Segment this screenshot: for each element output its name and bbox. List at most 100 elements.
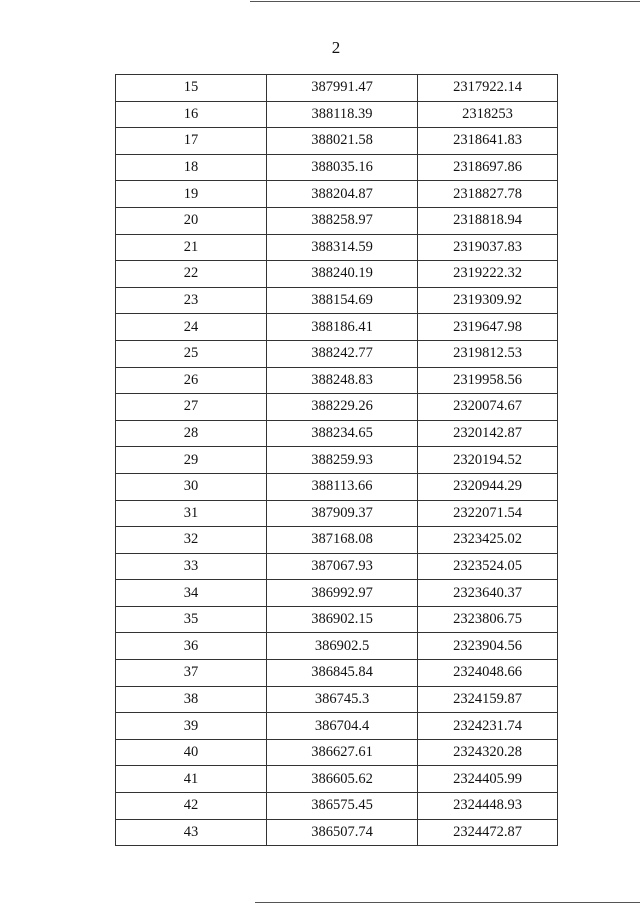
point-number-cell: 42 (115, 792, 267, 820)
table-row: 18 388035.16 2318697.86 (115, 153, 558, 182)
table-row: 36 386902.5 2323904.56 (115, 632, 558, 661)
point-number-cell: 37 (115, 659, 267, 687)
y-coordinate-cell: 2319958.56 (417, 366, 558, 395)
y-coordinate-cell: 2318827.78 (417, 180, 558, 208)
table-row: 39 386704.4 2324231.74 (115, 712, 558, 740)
x-coordinate-cell: 387067.93 (266, 552, 418, 581)
x-coordinate-cell: 388259.93 (266, 446, 418, 474)
x-coordinate-cell: 387168.08 (266, 526, 418, 554)
point-number-cell: 33 (115, 552, 267, 581)
x-coordinate-cell: 386992.97 (266, 579, 418, 607)
x-coordinate-cell: 388314.59 (266, 233, 418, 262)
y-coordinate-cell: 2318253 (417, 100, 558, 129)
table-row: 21 388314.59 2319037.83 (115, 233, 558, 262)
table-row: 41 386605.62 2324405.99 (115, 765, 558, 794)
table-row: 30 388113.66 2320944.29 (115, 472, 558, 501)
x-coordinate-cell: 388118.39 (266, 100, 418, 129)
table-row: 20 388258.97 2318818.94 (115, 206, 558, 235)
table-row: 31 387909.37 2322071.54 (115, 499, 558, 528)
page-number: 2 (331, 38, 341, 57)
y-coordinate-cell: 2323640.37 (417, 579, 558, 607)
x-coordinate-cell: 386745.3 (266, 685, 418, 714)
y-coordinate-cell: 2324448.93 (417, 792, 558, 820)
point-number-cell: 25 (115, 339, 267, 368)
point-number-cell: 28 (115, 419, 267, 448)
y-coordinate-cell: 2324231.74 (417, 712, 558, 740)
x-coordinate-cell: 388186.41 (266, 313, 418, 341)
point-number-cell: 19 (115, 180, 267, 208)
x-coordinate-cell: 388248.83 (266, 366, 418, 395)
x-coordinate-cell: 386627.61 (266, 738, 418, 767)
point-number-cell: 29 (115, 446, 267, 474)
x-coordinate-cell: 388204.87 (266, 180, 418, 208)
y-coordinate-cell: 2317922.14 (417, 74, 558, 102)
point-number-cell: 26 (115, 366, 267, 395)
y-coordinate-cell: 2318818.94 (417, 206, 558, 235)
y-coordinate-cell: 2324048.66 (417, 659, 558, 687)
table-row: 37 386845.84 2324048.66 (115, 659, 558, 687)
x-coordinate-cell: 388035.16 (266, 153, 418, 182)
y-coordinate-cell: 2320074.67 (417, 393, 558, 421)
y-coordinate-cell: 2324472.87 (417, 818, 558, 847)
table-row: 27 388229.26 2320074.67 (115, 393, 558, 421)
table-row: 40 386627.61 2324320.28 (115, 738, 558, 767)
table-row: 35 386902.15 2323806.75 (115, 605, 558, 634)
point-number-cell: 17 (115, 127, 267, 155)
x-coordinate-cell: 386902.15 (266, 605, 418, 634)
x-coordinate-cell: 386902.5 (266, 632, 418, 661)
point-number-cell: 38 (115, 685, 267, 714)
table-row: 33 387067.93 2323524.05 (115, 552, 558, 581)
y-coordinate-cell: 2324405.99 (417, 765, 558, 794)
table-row: 43 386507.74 2324472.87 (115, 818, 558, 847)
x-coordinate-cell: 386704.4 (266, 712, 418, 740)
y-coordinate-cell: 2318641.83 (417, 127, 558, 155)
table-row: 15 387991.47 2317922.14 (115, 74, 558, 102)
point-number-cell: 22 (115, 260, 267, 288)
table-row: 34 386992.97 2323640.37 (115, 579, 558, 607)
y-coordinate-cell: 2324159.87 (417, 685, 558, 714)
point-number-cell: 32 (115, 526, 267, 554)
point-number-cell: 24 (115, 313, 267, 341)
table-row: 28 388234.65 2320142.87 (115, 419, 558, 448)
x-coordinate-cell: 388240.19 (266, 260, 418, 288)
point-number-cell: 43 (115, 818, 267, 847)
table-row: 16 388118.39 2318253 (115, 100, 558, 129)
table-row: 42 386575.45 2324448.93 (115, 792, 558, 820)
point-number-cell: 18 (115, 153, 267, 182)
x-coordinate-cell: 386845.84 (266, 659, 418, 687)
point-number-cell: 31 (115, 499, 267, 528)
table-row: 19 388204.87 2318827.78 (115, 180, 558, 208)
point-number-cell: 20 (115, 206, 267, 235)
y-coordinate-cell: 2319037.83 (417, 233, 558, 262)
table-row: 22 388240.19 2319222.32 (115, 260, 558, 288)
x-coordinate-cell: 387909.37 (266, 499, 418, 528)
y-coordinate-cell: 2320142.87 (417, 419, 558, 448)
table-row: 17 388021.58 2318641.83 (115, 127, 558, 155)
x-coordinate-cell: 386507.74 (266, 818, 418, 847)
point-number-cell: 15 (115, 74, 267, 102)
coordinate-table: 15 387991.47 2317922.14 16 388118.39 2318253 1… (115, 74, 558, 847)
point-number-cell: 40 (115, 738, 267, 767)
y-coordinate-cell: 2319647.98 (417, 313, 558, 341)
y-coordinate-cell: 2323425.02 (417, 526, 558, 554)
y-coordinate-cell: 2319222.32 (417, 260, 558, 288)
table-row: 32 387168.08 2323425.02 (115, 526, 558, 554)
x-coordinate-cell: 388154.69 (266, 286, 418, 315)
y-coordinate-cell: 2323806.75 (417, 605, 558, 634)
x-coordinate-cell: 387991.47 (266, 74, 418, 102)
scan-edge-line-top (250, 1, 640, 2)
point-number-cell: 30 (115, 472, 267, 501)
table-body: 15 387991.47 2317922.14 16 388118.39 2318253 1… (115, 74, 558, 847)
point-number-cell: 27 (115, 393, 267, 421)
table-row: 26 388248.83 2319958.56 (115, 366, 558, 395)
point-number-cell: 41 (115, 765, 267, 794)
point-number-cell: 36 (115, 632, 267, 661)
point-number-cell: 35 (115, 605, 267, 634)
x-coordinate-cell: 386575.45 (266, 792, 418, 820)
point-number-cell: 34 (115, 579, 267, 607)
y-coordinate-cell: 2320944.29 (417, 472, 558, 501)
y-coordinate-cell: 2320194.52 (417, 446, 558, 474)
table-row: 25 388242.77 2319812.53 (115, 339, 558, 368)
point-number-cell: 39 (115, 712, 267, 740)
x-coordinate-cell: 388113.66 (266, 472, 418, 501)
